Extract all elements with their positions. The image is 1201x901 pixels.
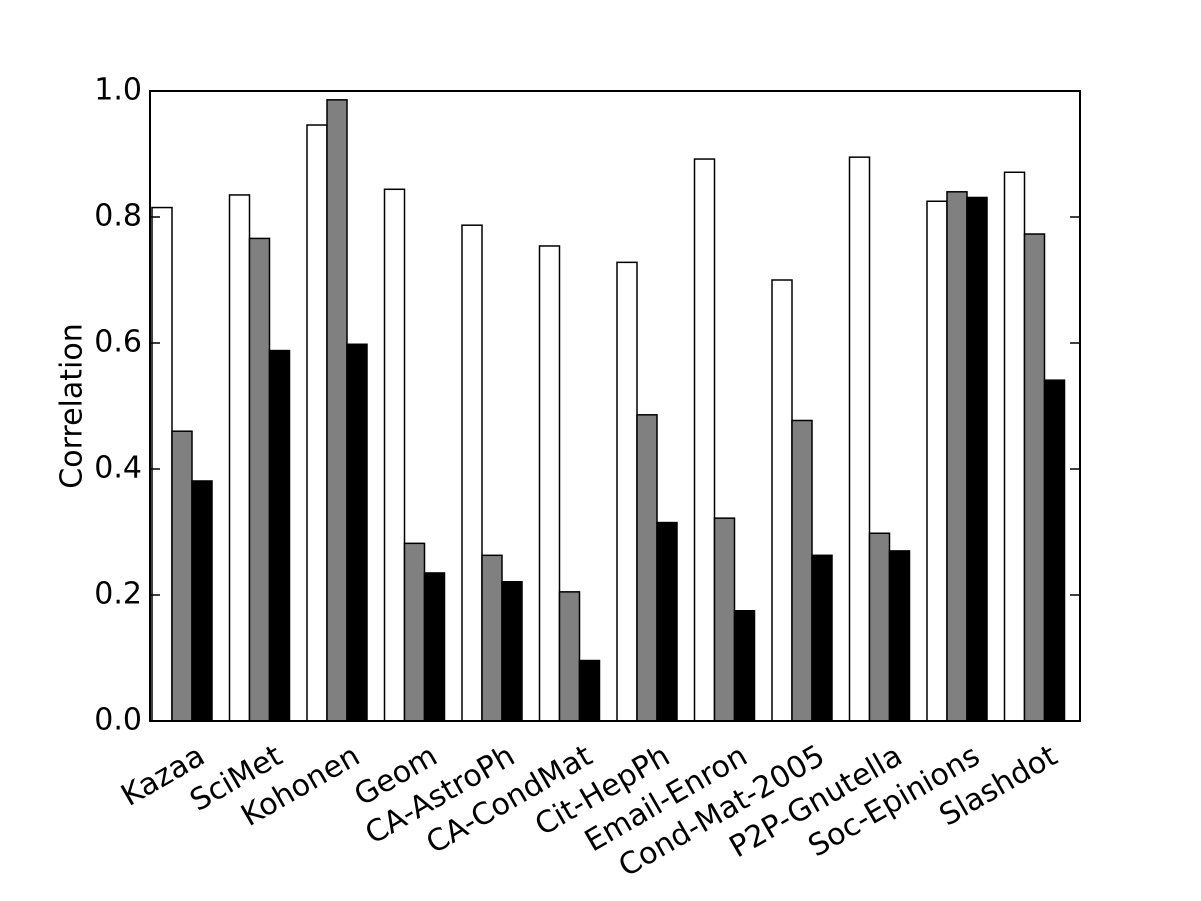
bar-cit-hepph-series-2 xyxy=(636,414,658,722)
bar-p2p-gnutella-series-1 xyxy=(848,156,871,722)
bar-kohonen-series-2 xyxy=(326,99,348,722)
bar-geom-series-2 xyxy=(403,542,426,722)
bar-soc-epinions-series-2 xyxy=(946,191,968,722)
bar-ca-condmat-series-2 xyxy=(558,591,581,722)
bar-kazaa-series-2 xyxy=(171,430,193,722)
y-axis-label: Correlation xyxy=(55,323,90,488)
bars-layer xyxy=(151,99,1066,722)
bar-soc-epinions-series-3 xyxy=(966,196,988,722)
bar-slashdot-series-2 xyxy=(1023,233,1046,722)
y-tick-label: 0.2 xyxy=(94,577,142,612)
bar-kohonen-series-1 xyxy=(306,124,328,722)
axis-layer: KazaaSciMetKohonenGeomCA-AstroPhCA-CondM… xyxy=(94,73,1080,884)
bar-cit-hepph-series-1 xyxy=(616,261,638,722)
bar-scimet-series-1 xyxy=(228,194,251,722)
bar-ca-condmat-series-3 xyxy=(578,659,601,722)
y-tick-label: 0.4 xyxy=(94,451,142,486)
bar-kazaa-series-3 xyxy=(191,480,213,722)
y-tick-label: 0.6 xyxy=(94,325,142,360)
bar-cond-mat-2005-series-2 xyxy=(791,419,813,722)
bar-geom-series-1 xyxy=(383,188,406,722)
bar-slashdot-series-3 xyxy=(1043,379,1066,722)
bar-scimet-series-3 xyxy=(268,349,291,722)
y-tick-label: 0.8 xyxy=(94,199,142,234)
bar-kohonen-series-3 xyxy=(346,343,368,722)
bar-kazaa-series-1 xyxy=(151,206,173,722)
bar-email-enron-series-2 xyxy=(713,517,736,722)
bar-p2p-gnutella-series-2 xyxy=(868,532,891,722)
bar-scimet-series-2 xyxy=(248,237,271,722)
y-tick-label: 0.0 xyxy=(94,703,142,738)
plot-frame xyxy=(149,90,1081,722)
bar-email-enron-series-3 xyxy=(733,610,756,722)
bar-email-enron-series-1 xyxy=(693,158,716,722)
bar-cit-hepph-series-3 xyxy=(656,521,678,722)
bar-slashdot-series-1 xyxy=(1003,171,1026,722)
bar-soc-epinions-series-1 xyxy=(926,200,948,722)
bar-ca-astroph-series-1 xyxy=(461,224,483,722)
bar-ca-condmat-series-1 xyxy=(538,245,561,722)
bar-geom-series-3 xyxy=(423,572,446,722)
bar-p2p-gnutella-series-3 xyxy=(888,550,911,722)
bar-ca-astroph-series-2 xyxy=(481,554,503,722)
bar-cond-mat-2005-series-3 xyxy=(811,554,833,722)
y-tick-label: 1.0 xyxy=(94,73,142,108)
bar-cond-mat-2005-series-1 xyxy=(771,279,793,722)
bar-ca-astroph-series-3 xyxy=(501,581,523,722)
